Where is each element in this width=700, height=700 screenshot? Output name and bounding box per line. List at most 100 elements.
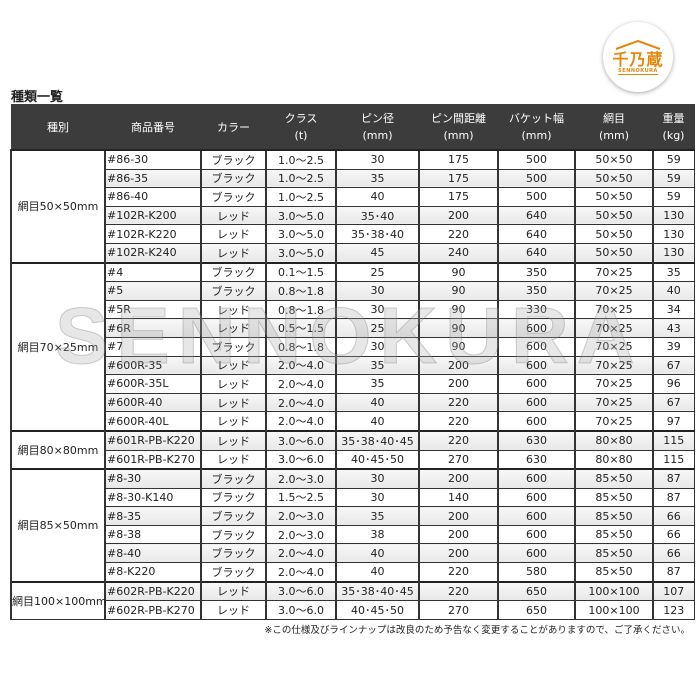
- class-cell: 0.8～1.8: [265, 299, 337, 320]
- pin-spacing-cell: 240: [418, 242, 499, 264]
- pin-diameter-cell: 30: [335, 468, 420, 489]
- mesh-cell: 70×25: [574, 355, 654, 376]
- column-header: ピン間距離 (mm): [418, 104, 499, 151]
- mesh-cell: 85×50: [574, 562, 654, 583]
- bucket-width-cell: 600: [497, 543, 576, 564]
- pin-spacing-cell: 200: [418, 205, 499, 226]
- class-cell: 3.0～6.0: [265, 580, 337, 602]
- mesh-cell: 50×50: [574, 242, 654, 264]
- bucket-width-cell: 600: [497, 318, 576, 338]
- mesh-cell: 70×25: [574, 281, 654, 301]
- bucket-width-cell: 500: [497, 168, 576, 189]
- table-row: 網目100×100mm #602R-PB-K220 レッド 3.0～6.0 35･38･…: [10, 580, 695, 620]
- class-cell: 2.0～4.0: [265, 411, 337, 432]
- class-cell: 2.0～3.0: [265, 524, 337, 545]
- class-cell: 3.0～5.0: [265, 242, 337, 264]
- pin-spacing-cell: 140: [418, 487, 499, 508]
- color-cell: レッド: [200, 600, 267, 620]
- class-cell: 3.0～6.0: [265, 600, 337, 620]
- class-cell: 0.1～1.5: [265, 261, 337, 283]
- pin-spacing-cell: 220: [418, 562, 499, 583]
- column-header: カラー: [200, 104, 267, 151]
- color-cell: ブラック: [200, 281, 267, 301]
- pin-diameter-cell: 25: [335, 261, 420, 283]
- pin-diameter-cell: 45: [335, 242, 420, 264]
- bucket-width-cell: 580: [497, 562, 576, 583]
- column-header: バケット幅 (mm): [497, 104, 576, 151]
- pin-diameter-cell: 40: [335, 187, 420, 207]
- group-label: 網目80×80mm: [10, 429, 106, 470]
- table-row: #86-35 ブラック 1.0～2.5 35 175 500 50×50 59: [11, 168, 695, 189]
- weight-cell: 130: [652, 242, 695, 264]
- weight-cell: 87: [652, 562, 695, 583]
- table-row: #601R-PB-K270 レッド 3.0～6.0 40･45･50 270 630 80×…: [11, 449, 695, 470]
- color-cell: ブラック: [200, 168, 267, 189]
- pin-spacing-cell: 175: [418, 148, 499, 170]
- color-cell: レッド: [200, 224, 267, 244]
- color-cell: ブラック: [200, 468, 267, 489]
- pin-diameter-cell: 35･38･40: [335, 224, 420, 244]
- pin-spacing-cell: 200: [418, 468, 499, 489]
- table-row: #602R-PB-K270 レッド 3.0～6.0 40･45･50 270 650 100…: [11, 600, 695, 620]
- bucket-width-cell: 640: [497, 242, 576, 264]
- table-row: #102R-K200 レッド 3.0～5.0 35･40 200 640 50×50 130: [11, 205, 695, 226]
- mesh-cell: 70×25: [574, 318, 654, 338]
- mesh-cell: 100×100: [574, 580, 654, 602]
- weight-cell: 43: [652, 318, 695, 338]
- color-cell: レッド: [200, 299, 267, 320]
- product-code-cell: #102R-K220: [104, 224, 202, 244]
- column-header-unit: (mm): [598, 129, 629, 142]
- bucket-width-cell: 630: [497, 449, 576, 470]
- class-cell: 1.0～2.5: [265, 187, 337, 207]
- mesh-cell: 70×25: [574, 261, 654, 283]
- bucket-width-cell: 630: [497, 429, 576, 451]
- class-cell: 2.0～4.0: [265, 392, 337, 413]
- column-header: ピン径 (mm): [335, 104, 420, 151]
- color-cell: レッド: [200, 242, 267, 264]
- logo-subtext: SENNOKURA: [618, 67, 658, 75]
- pin-diameter-cell: 30: [335, 148, 420, 170]
- column-header-label: ピン径: [361, 112, 394, 125]
- pin-diameter-cell: 40: [335, 562, 420, 583]
- color-cell: ブラック: [200, 187, 267, 207]
- mesh-cell: 50×50: [574, 148, 654, 170]
- pin-spacing-cell: 270: [418, 449, 499, 470]
- column-header: 重量 (kg): [652, 104, 695, 151]
- column-header-label: カラー: [217, 120, 250, 134]
- class-cell: 3.0～5.0: [265, 205, 337, 226]
- table-row: #8-K220 ブラック 2.0～4.0 40 220 580 85×50 87: [11, 562, 695, 583]
- product-code-cell: #602R-PB-K270: [104, 600, 202, 620]
- class-cell: 1.0～2.5: [265, 148, 337, 170]
- mesh-cell: 70×25: [574, 392, 654, 413]
- bucket-width-cell: 600: [497, 374, 576, 394]
- table-row: 網目80×80mm #601R-PB-K220 レッド 3.0～6.0 35･38･40…: [10, 429, 695, 470]
- weight-cell: 66: [652, 543, 695, 564]
- class-cell: 2.0～3.0: [265, 468, 337, 489]
- mesh-cell: 70×25: [574, 336, 654, 357]
- bucket-width-cell: 600: [497, 487, 576, 508]
- table-row: #8-38 ブラック 2.0～3.0 38 200 600 85×50 66: [11, 524, 695, 545]
- product-code-cell: #600R-40L: [104, 411, 202, 432]
- weight-cell: 130: [652, 205, 695, 226]
- bucket-width-cell: 600: [497, 524, 576, 545]
- group-label: 網目70×25mm: [10, 261, 106, 432]
- bucket-width-cell: 600: [497, 392, 576, 413]
- product-code-cell: #5: [104, 281, 202, 301]
- weight-cell: 130: [652, 224, 695, 244]
- weight-cell: 123: [652, 600, 695, 620]
- table-row: #7 ブラック 0.8～1.8 30 90 600 70×25 39: [11, 336, 695, 357]
- color-cell: レッド: [200, 318, 267, 338]
- product-code-cell: #7: [104, 336, 202, 357]
- column-header-label: 網目: [603, 112, 625, 125]
- bucket-width-cell: 600: [497, 336, 576, 357]
- class-cell: 3.0～6.0: [265, 429, 337, 451]
- weight-cell: 40: [652, 281, 695, 301]
- table-row: #600R-40 レッド 2.0～4.0 40 220 600 70×25 67: [11, 392, 695, 413]
- table-row: #5 ブラック 0.8～1.8 30 90 350 70×25 40: [11, 281, 695, 301]
- pin-diameter-cell: 25: [335, 318, 420, 338]
- pin-diameter-cell: 35: [335, 355, 420, 376]
- mesh-cell: 85×50: [574, 543, 654, 564]
- table-row: #600R-35L レッド 2.0～4.0 35 200 600 70×25 96: [11, 374, 695, 394]
- bucket-width-cell: 640: [497, 224, 576, 244]
- brand-logo: 千乃蔵 SENNOKURA: [603, 22, 673, 92]
